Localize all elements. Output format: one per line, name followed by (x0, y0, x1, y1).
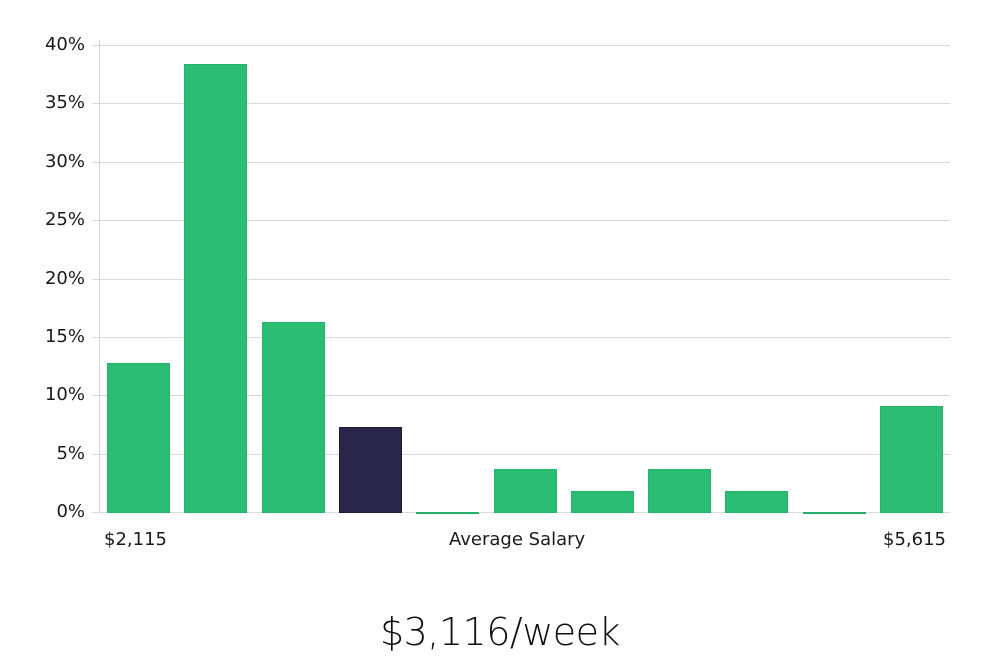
y-tick-label: 40% (44, 34, 85, 55)
gridline (92, 454, 950, 455)
histogram-bar[interactable] (416, 512, 479, 514)
histogram-bar[interactable] (107, 363, 170, 513)
x-axis-min-label: $2,115 (104, 529, 167, 550)
gridline (92, 337, 950, 338)
histogram-bar[interactable] (648, 469, 711, 513)
y-tick-label: 20% (44, 268, 85, 289)
x-axis-max-label: $5,615 (883, 529, 946, 550)
histogram-bar[interactable] (494, 469, 557, 513)
y-tick-label: 35% (44, 92, 85, 113)
x-axis-title: Average Salary (449, 529, 586, 550)
gridline (92, 395, 950, 396)
gridline (92, 279, 950, 280)
gridline (92, 45, 950, 46)
gridline (92, 103, 950, 104)
y-tick-label: 0% (56, 501, 85, 522)
y-tick-label: 25% (44, 209, 85, 230)
histogram-bar[interactable] (571, 491, 634, 513)
y-tick-label: 10% (44, 384, 85, 405)
gridline (92, 220, 950, 221)
histogram-bar[interactable] (803, 512, 866, 514)
gridline (92, 162, 950, 163)
average-salary-value: $3,116/week (379, 610, 621, 654)
histogram-bar[interactable] (262, 322, 325, 513)
y-tick-label: 30% (44, 151, 85, 172)
histogram-bar[interactable] (880, 406, 943, 513)
histogram-bar-highlighted[interactable] (339, 427, 402, 513)
y-axis-line (99, 40, 100, 513)
salary-histogram: 0% 5% 10% 15% 20% 25% 30% 35% 40% (44, 34, 950, 522)
y-tick-label: 15% (44, 326, 85, 347)
histogram-bar[interactable] (184, 64, 247, 513)
histogram-bar[interactable] (725, 491, 788, 513)
y-tick-label: 5% (56, 443, 85, 464)
